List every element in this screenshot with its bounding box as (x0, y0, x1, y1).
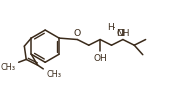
Text: CH₃: CH₃ (46, 70, 61, 79)
Text: CH₃: CH₃ (1, 63, 16, 72)
Text: OH: OH (93, 54, 107, 63)
Text: ·: · (111, 22, 116, 35)
Text: Cl: Cl (117, 29, 125, 38)
Text: NH: NH (116, 29, 130, 38)
Text: H: H (107, 23, 114, 32)
Text: O: O (74, 29, 81, 38)
